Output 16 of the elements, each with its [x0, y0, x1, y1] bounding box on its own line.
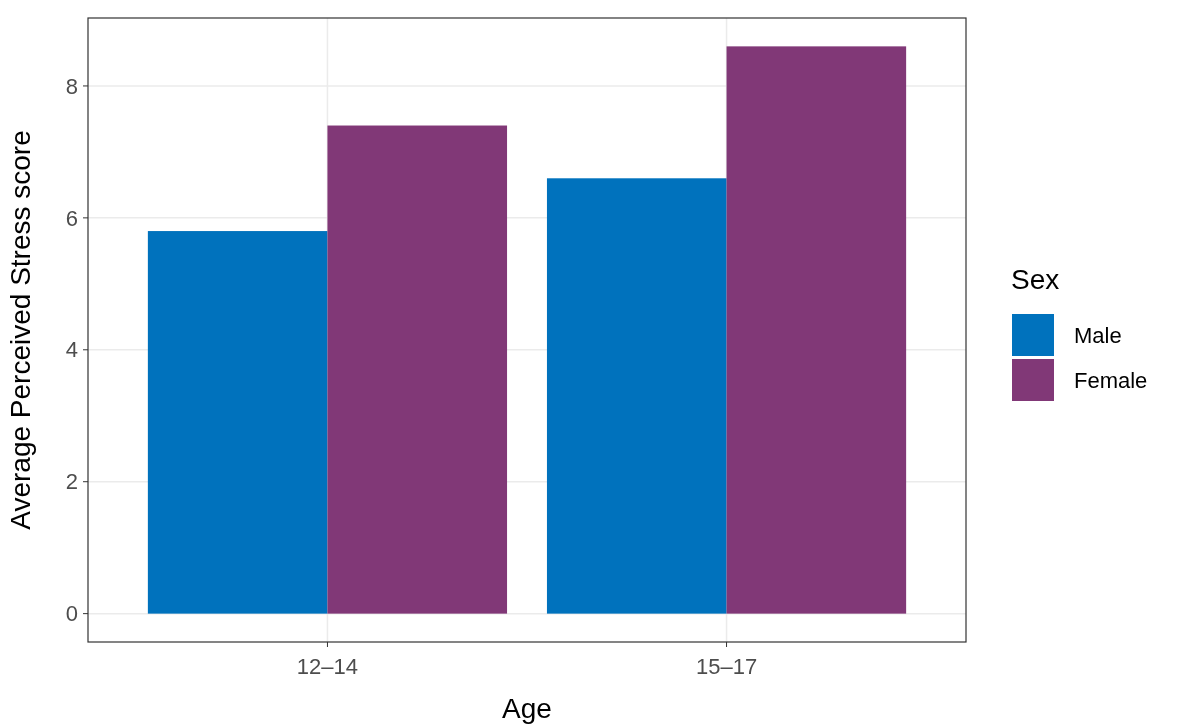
y-axis-title: Average Perceived Stress score [5, 130, 36, 530]
bar [726, 46, 907, 614]
bar [147, 231, 328, 614]
y-tick-label: 8 [65, 73, 78, 99]
y-tick-label: 0 [65, 601, 78, 627]
legend-label: Male [1074, 322, 1122, 348]
legend-label: Female [1074, 367, 1148, 393]
bar [327, 125, 508, 614]
x-tick-label: 15–17 [695, 654, 758, 679]
x-axis-title: Age [502, 693, 552, 724]
legend-title: Sex [1011, 264, 1060, 295]
y-tick-label: 2 [65, 469, 78, 495]
y-tick-label: 6 [65, 205, 78, 231]
y-tick-label: 4 [65, 337, 78, 363]
bar [546, 178, 727, 614]
x-tick-label: 12–14 [296, 654, 359, 679]
